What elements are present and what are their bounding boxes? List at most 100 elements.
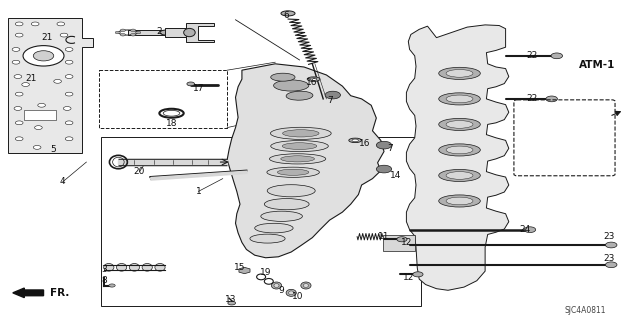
Circle shape <box>12 60 20 64</box>
Text: 1: 1 <box>196 187 201 196</box>
Circle shape <box>397 237 407 242</box>
Polygon shape <box>186 23 214 42</box>
Polygon shape <box>406 25 509 290</box>
Text: 13: 13 <box>225 295 236 304</box>
Circle shape <box>120 29 125 32</box>
Text: 23: 23 <box>604 232 615 241</box>
Ellipse shape <box>155 263 165 271</box>
Circle shape <box>23 46 64 66</box>
Text: 8: 8 <box>102 276 107 285</box>
Polygon shape <box>383 235 415 251</box>
Text: 21: 21 <box>25 74 36 83</box>
Text: 15: 15 <box>234 263 246 272</box>
Ellipse shape <box>271 282 282 289</box>
Ellipse shape <box>116 263 127 271</box>
Ellipse shape <box>439 93 480 105</box>
Text: 5: 5 <box>51 145 56 154</box>
Text: 11: 11 <box>378 232 390 241</box>
Text: 24: 24 <box>519 225 531 234</box>
Circle shape <box>54 79 61 83</box>
Ellipse shape <box>446 70 473 77</box>
Text: 22: 22 <box>527 51 538 60</box>
Ellipse shape <box>282 130 319 137</box>
Circle shape <box>57 22 65 26</box>
Text: 4: 4 <box>60 177 65 186</box>
Ellipse shape <box>184 28 195 37</box>
Ellipse shape <box>255 223 293 233</box>
Circle shape <box>605 262 617 268</box>
Circle shape <box>228 301 236 305</box>
Ellipse shape <box>286 289 296 296</box>
Circle shape <box>325 91 340 99</box>
Text: 16: 16 <box>306 78 317 87</box>
Circle shape <box>22 83 29 86</box>
Circle shape <box>15 22 23 26</box>
Bar <box>99 70 227 128</box>
Text: 12: 12 <box>403 273 414 282</box>
Ellipse shape <box>307 77 320 81</box>
Text: 23: 23 <box>604 254 615 263</box>
Bar <box>24 110 56 120</box>
Text: 7: 7 <box>388 144 393 153</box>
Circle shape <box>136 31 141 34</box>
Circle shape <box>65 48 73 51</box>
Ellipse shape <box>281 11 295 16</box>
Circle shape <box>65 75 73 78</box>
Ellipse shape <box>271 140 328 152</box>
Ellipse shape <box>446 197 473 205</box>
Bar <box>165 28 189 37</box>
Circle shape <box>33 51 54 61</box>
Circle shape <box>65 60 73 64</box>
Text: 16: 16 <box>359 139 371 148</box>
Circle shape <box>65 92 73 96</box>
Text: 14: 14 <box>390 171 401 180</box>
Ellipse shape <box>310 78 317 80</box>
Circle shape <box>31 22 39 26</box>
Polygon shape <box>8 18 93 153</box>
Ellipse shape <box>268 185 315 197</box>
Circle shape <box>63 107 71 110</box>
Circle shape <box>376 141 392 149</box>
Text: 12: 12 <box>401 238 412 247</box>
Text: 9: 9 <box>279 286 284 295</box>
Circle shape <box>524 227 536 233</box>
Text: FR.: FR. <box>50 288 69 298</box>
Ellipse shape <box>439 195 480 207</box>
Circle shape <box>60 33 68 37</box>
Ellipse shape <box>274 80 309 91</box>
Text: 6: 6 <box>284 11 289 20</box>
Circle shape <box>33 145 41 149</box>
Bar <box>101 137 421 306</box>
Ellipse shape <box>270 127 332 139</box>
Ellipse shape <box>439 118 480 130</box>
Ellipse shape <box>250 234 285 243</box>
Ellipse shape <box>129 263 140 271</box>
Circle shape <box>12 48 20 51</box>
FancyArrow shape <box>13 288 44 298</box>
Text: 21: 21 <box>41 33 52 42</box>
Text: 17: 17 <box>193 84 204 93</box>
Circle shape <box>38 103 45 107</box>
Ellipse shape <box>267 167 319 177</box>
Bar <box>128 30 166 35</box>
Circle shape <box>551 53 563 59</box>
Ellipse shape <box>352 139 358 142</box>
Polygon shape <box>227 64 384 258</box>
Ellipse shape <box>261 211 303 221</box>
Ellipse shape <box>271 73 295 81</box>
Circle shape <box>15 33 23 37</box>
Circle shape <box>187 82 195 86</box>
Circle shape <box>115 31 120 34</box>
Ellipse shape <box>446 95 473 103</box>
Ellipse shape <box>264 198 309 210</box>
Ellipse shape <box>282 143 317 149</box>
Text: ATM-1: ATM-1 <box>579 60 615 70</box>
Circle shape <box>131 29 136 32</box>
Circle shape <box>15 121 23 125</box>
Circle shape <box>14 107 22 110</box>
Text: 2: 2 <box>156 27 161 36</box>
Ellipse shape <box>303 284 308 287</box>
Circle shape <box>413 272 423 277</box>
Circle shape <box>15 92 23 96</box>
Ellipse shape <box>289 291 294 295</box>
